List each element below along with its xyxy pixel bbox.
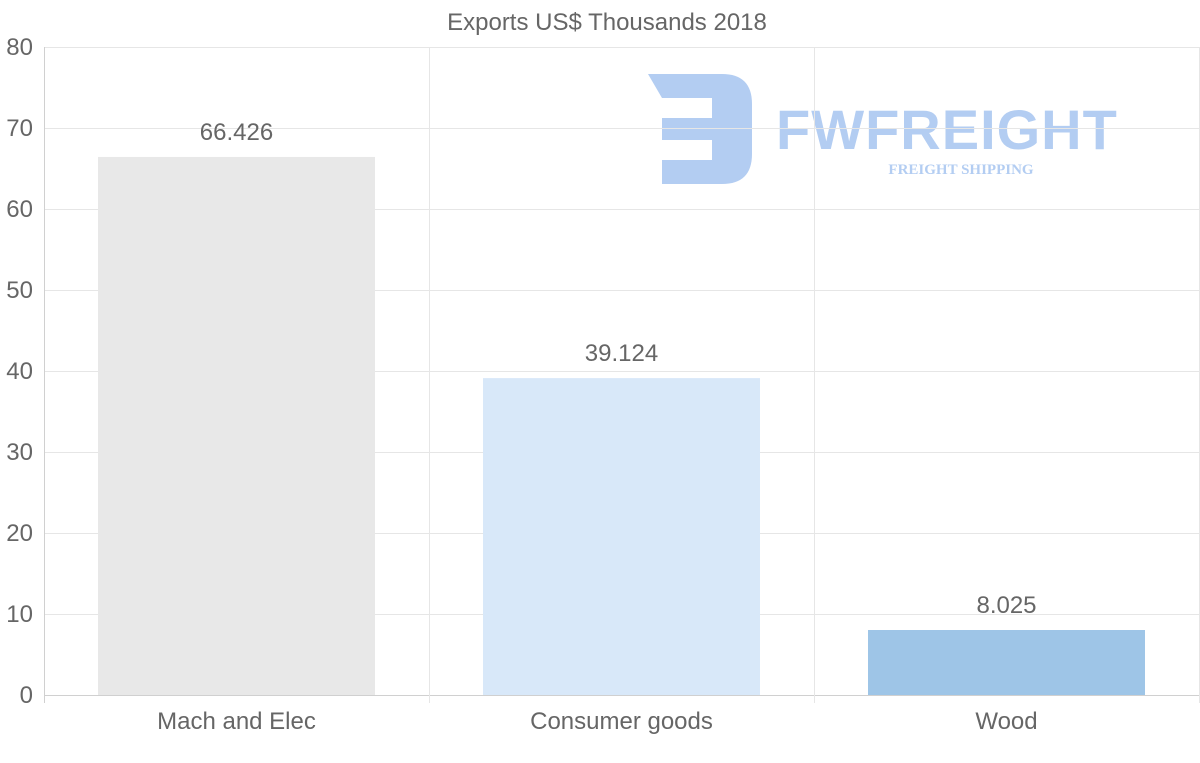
y-tick-label: 60 (6, 196, 33, 223)
y-tick-label: 0 (20, 682, 33, 709)
bar-value-label: 39.124 (585, 340, 658, 367)
watermark-logo: FWFREIGHT FREIGHT SHIPPING (648, 74, 1118, 184)
y-tick-label: 30 (6, 439, 33, 466)
y-tick-label: 80 (6, 34, 33, 61)
bar-value-label: 66.426 (200, 119, 273, 146)
y-tick-label: 20 (6, 520, 33, 547)
y-tick-label: 50 (6, 277, 33, 304)
x-category-label: Wood (975, 708, 1037, 735)
chart-labels: 0 10 20 30 40 50 60 70 80 66.426 Mach and Elec 39.1… (6, 34, 1037, 735)
bar-wood (868, 629, 1145, 695)
bar-value-label: 8.025 (976, 592, 1036, 619)
bar-mach-and-elec (98, 156, 375, 695)
chart-bars (98, 156, 1145, 695)
x-category-label: Consumer goods (530, 708, 713, 735)
bar-consumer-goods (483, 378, 760, 695)
y-tick-label: 40 (6, 358, 33, 385)
x-category-label: Mach and Elec (157, 708, 316, 735)
watermark-brand: FWFREIGHT (776, 98, 1118, 161)
watermark-tagline: FREIGHT SHIPPING (888, 162, 1033, 178)
chart-title: Exports US$ Thousands 2018 (447, 9, 767, 36)
y-tick-label: 10 (6, 601, 33, 628)
y-tick-label: 70 (6, 115, 33, 142)
